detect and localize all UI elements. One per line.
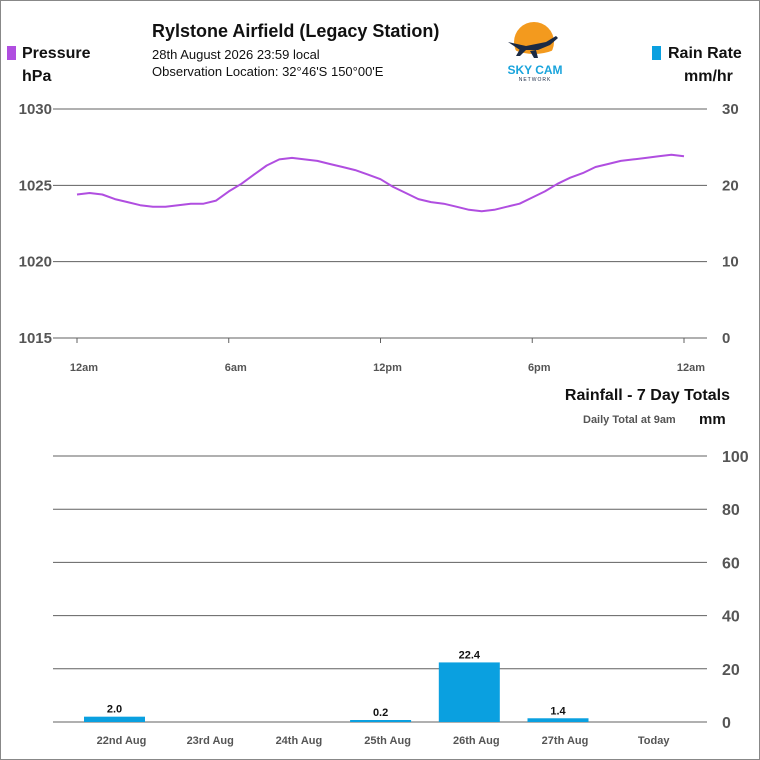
- pressure-x-tick-label: 12am: [677, 362, 705, 374]
- rainfall-y-tick-label: 40: [722, 609, 740, 626]
- rain-rate-y-tick-label: 10: [722, 254, 739, 271]
- logo-text: SKY CAM: [507, 63, 562, 77]
- rain-rate-legend-label: Rain Rate: [668, 45, 742, 62]
- observation-location: Observation Location: 32°46'S 150°00'E: [152, 64, 384, 79]
- rainfall-title: Rainfall - 7 Day Totals: [564, 387, 730, 404]
- rainfall-y-tick-label: 0: [722, 715, 731, 732]
- rainfall-data-label: 1.4: [550, 705, 566, 717]
- logo-subtext: NETWORK: [519, 77, 552, 83]
- pressure-unit-label: hPa: [22, 68, 52, 85]
- pressure-x-tick-label: 6pm: [528, 362, 551, 374]
- rainfall-x-tick-label: 26th Aug: [453, 735, 500, 747]
- pressure-x-tick-label: 12am: [70, 362, 98, 374]
- pressure-legend-swatch: [7, 46, 16, 60]
- rainfall-data-label: 22.4: [459, 649, 481, 661]
- pressure-series-line: [76, 153, 685, 213]
- rainfall-unit-label: mm: [699, 411, 726, 428]
- rainfall-bar: [527, 718, 589, 722]
- rainfall-x-tick-label: 22nd Aug: [97, 735, 147, 747]
- station-title: Rylstone Airfield (Legacy Station): [152, 21, 440, 41]
- pressure-x-tick-label: 6am: [225, 362, 247, 374]
- rainfall-data-label: 2.0: [107, 704, 122, 716]
- rainfall-bar: [350, 720, 412, 722]
- rain-rate-unit-label: mm/hr: [684, 68, 733, 85]
- rainfall-subtitle: Daily Total at 9am: [583, 414, 676, 426]
- observation-datetime: 28th August 2026 23:59 local: [152, 47, 320, 62]
- rainfall-bar: [84, 716, 145, 722]
- sky-cam-logo: SKY CAM NETWORK: [507, 22, 563, 83]
- pressure-chart: 1030 30 1025 20 1020 10 1015 0 12am 6am 12pm 6pm 12a…: [19, 101, 739, 374]
- pressure-y-tick-label: 1015: [19, 330, 52, 347]
- rain-rate-y-tick-label: 30: [722, 101, 739, 118]
- rainfall-y-tick-label: 60: [722, 555, 740, 572]
- rainfall-x-tick-label: 27th Aug: [542, 735, 589, 747]
- rain-rate-legend-swatch: [652, 46, 661, 60]
- rain-rate-y-tick-label: 0: [722, 330, 730, 347]
- rainfall-y-tick-label: 20: [722, 662, 740, 679]
- rainfall-chart: 100 80 60 40 20 0 22nd Aug 2.0 23rd Aug 24th Aug 2…: [53, 449, 749, 747]
- rain-rate-y-tick-label: 20: [722, 177, 739, 194]
- rainfall-x-tick-label: Today: [638, 735, 670, 747]
- pressure-x-tick-label: 12pm: [373, 362, 402, 374]
- pressure-legend-label: Pressure: [22, 45, 91, 62]
- pressure-y-tick-label: 1030: [19, 101, 52, 118]
- rainfall-bar: [438, 662, 500, 722]
- rainfall-x-tick-label: 23rd Aug: [187, 735, 234, 747]
- plane-icon: [508, 36, 558, 50]
- pressure-y-tick-label: 1025: [19, 177, 52, 194]
- pressure-y-tick-label: 1020: [19, 254, 52, 271]
- rainfall-y-tick-label: 100: [722, 449, 749, 466]
- rainfall-x-tick-label: 24th Aug: [276, 735, 323, 747]
- rainfall-y-tick-label: 80: [722, 502, 740, 519]
- rainfall-x-tick-label: 25th Aug: [364, 735, 411, 747]
- rainfall-data-label: 0.2: [373, 707, 388, 719]
